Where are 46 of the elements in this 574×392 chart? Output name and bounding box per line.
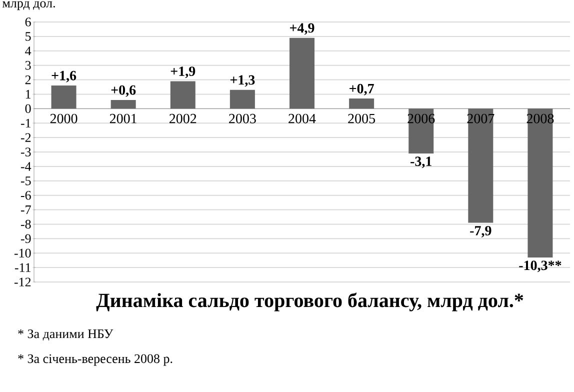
y-tick-label: -8 xyxy=(20,220,31,229)
text: * За даними НБУ xyxy=(18,329,114,341)
x-tick-label: 2002 xyxy=(170,114,196,124)
y-tick-label: -1 xyxy=(20,118,31,128)
x-tick-label: 2005 xyxy=(348,114,376,124)
y-tick-label: -3 xyxy=(20,148,31,156)
data-label: -10,3** xyxy=(519,260,562,272)
text: Динаміка сальдо торгового балансу, млрд дол.* xyxy=(96,292,524,312)
y-tick-label: -12 xyxy=(14,278,31,286)
data-label: -7,9 xyxy=(470,226,492,238)
y-axis-title: млрд дол. xyxy=(2,1,55,10)
y-tick-label: -5 xyxy=(20,176,31,186)
y-tick-label: 1 xyxy=(26,90,31,99)
bar xyxy=(528,108,553,258)
y-tick-label: -10 xyxy=(14,248,31,258)
bar xyxy=(230,90,255,109)
y-tick-label: 5 xyxy=(26,32,31,41)
y-tick-label: -9 xyxy=(20,234,31,244)
y-tick-label: 3 xyxy=(25,60,31,70)
data-label: +0,7 xyxy=(350,84,374,96)
data-label: +0,6 xyxy=(111,85,136,97)
x-tick-label: 2003 xyxy=(229,114,256,124)
text: * За січень-вересень 2008 р. xyxy=(18,354,172,366)
y-tick-label: 4 xyxy=(25,46,32,56)
y-tick-label: -4 xyxy=(20,162,32,171)
bar xyxy=(170,81,196,109)
y-tick-label: 6 xyxy=(25,18,31,26)
y-tick-label: -7 xyxy=(20,206,31,214)
y-tick-label: 2 xyxy=(25,75,31,84)
y-tick-label: -6 xyxy=(20,190,31,200)
bar xyxy=(51,86,76,109)
data-label: +4,9 xyxy=(290,23,314,35)
bar xyxy=(289,38,314,109)
data-label: +1,9 xyxy=(170,66,196,78)
data-label: +1,6 xyxy=(52,70,76,82)
bar xyxy=(110,100,136,109)
data-label: +1,3 xyxy=(230,75,255,87)
x-tick-label: 2001 xyxy=(110,114,136,124)
x-tick-label: 2004 xyxy=(288,114,316,124)
y-tick-label: -11 xyxy=(14,263,31,272)
y-tick-label: -2 xyxy=(20,133,31,142)
bar xyxy=(349,98,374,109)
data-label: -3,1 xyxy=(410,156,432,168)
bar xyxy=(468,108,494,223)
y-tick-label: 0 xyxy=(25,104,31,114)
x-tick-label: 2000 xyxy=(50,114,78,124)
